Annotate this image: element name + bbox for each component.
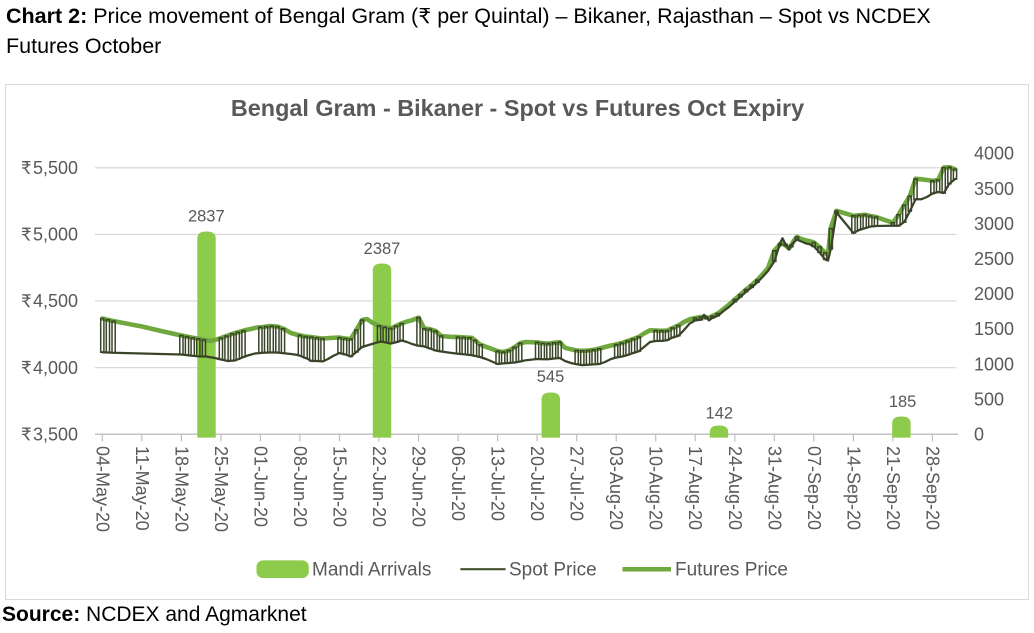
svg-text:20-Jul-20: 20-Jul-20 [527,446,547,521]
svg-text:06-Jul-20: 06-Jul-20 [448,446,468,521]
svg-text:4,000: 4,000 [33,358,78,378]
svg-text:21-Sep-20: 21-Sep-20 [883,446,903,530]
svg-text:185: 185 [889,393,917,411]
svg-text:3000: 3000 [974,214,1014,234]
svg-text:2500: 2500 [974,249,1014,269]
svg-text:04-May-20: 04-May-20 [92,446,112,532]
svg-text:18-May-20: 18-May-20 [171,446,191,532]
svg-text:3,500: 3,500 [33,424,78,444]
svg-text:13-Jul-20: 13-Jul-20 [488,446,508,521]
svg-text:2000: 2000 [974,284,1014,304]
svg-text:31-Aug-20: 31-Aug-20 [764,446,784,530]
svg-text:1000: 1000 [974,354,1014,374]
svg-text:08-Jun-20: 08-Jun-20 [290,446,310,527]
svg-text:142: 142 [706,405,734,423]
svg-text:2387: 2387 [364,240,401,258]
svg-text:5,000: 5,000 [33,225,78,245]
svg-text:22-Jun-20: 22-Jun-20 [369,446,389,527]
svg-text:14-Sep-20: 14-Sep-20 [843,446,863,530]
svg-text:Futures Price: Futures Price [675,560,788,581]
svg-text:5,500: 5,500 [33,158,78,178]
svg-text:0: 0 [974,425,984,445]
svg-text:Mandi Arrivals: Mandi Arrivals [312,560,431,581]
svg-text:03-Aug-20: 03-Aug-20 [606,446,626,530]
svg-text:4,500: 4,500 [33,291,78,311]
svg-text:11-May-20: 11-May-20 [132,446,152,531]
svg-text:1500: 1500 [974,319,1014,339]
svg-text:15-Jun-20: 15-Jun-20 [330,446,350,527]
svg-text:24-Aug-20: 24-Aug-20 [725,446,745,530]
svg-text:25-May-20: 25-May-20 [211,446,231,532]
svg-text:29-Jun-20: 29-Jun-20 [409,446,429,527]
svg-text:07-Sep-20: 07-Sep-20 [804,446,824,530]
svg-text:2837: 2837 [188,208,225,226]
svg-text:17-Aug-20: 17-Aug-20 [685,446,705,530]
svg-text:28-Sep-20: 28-Sep-20 [922,446,942,530]
svg-text:10-Aug-20: 10-Aug-20 [646,446,666,530]
svg-text:545: 545 [537,368,565,386]
svg-text:27-Jul-20: 27-Jul-20 [567,446,587,521]
svg-text:Spot Price: Spot Price [509,560,597,581]
svg-text:4000: 4000 [974,144,1014,164]
svg-text:3500: 3500 [974,179,1014,199]
svg-text:01-Jun-20: 01-Jun-20 [250,446,270,527]
svg-text:500: 500 [974,389,1004,409]
